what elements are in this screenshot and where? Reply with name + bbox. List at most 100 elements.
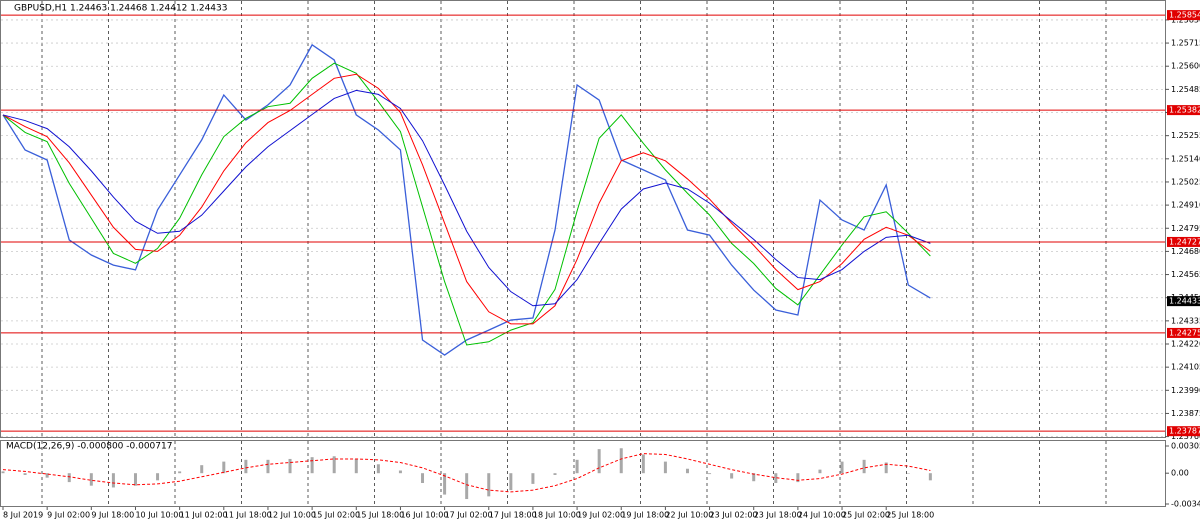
x-tick-label: 23 Jul 02:00	[710, 511, 758, 520]
x-tick-label: 25 Jul 02:00	[842, 511, 890, 520]
macd-bar	[222, 461, 226, 474]
macd-bar	[421, 473, 425, 483]
macd-bar	[376, 464, 380, 474]
level-label: 1.23787	[1169, 427, 1200, 436]
macd-bar	[906, 473, 910, 474]
x-tick-label: 19 Jul 02:00	[577, 511, 625, 520]
y-tick-label: 1.24680	[1171, 247, 1200, 256]
level-label-box	[1167, 236, 1200, 247]
x-tick-label: 25 Jul 18:00	[886, 511, 934, 520]
x-tick-label: 8 Jul 2019	[3, 511, 43, 520]
y-tick-label: 1.24105	[1171, 363, 1200, 372]
macd-bar	[89, 473, 93, 486]
moving-average	[2, 62, 931, 346]
y-tick-label: 1.25485	[1171, 85, 1200, 94]
macd-bar	[465, 473, 469, 500]
level-label-box	[1167, 10, 1200, 21]
macd-bar	[862, 459, 866, 474]
macd-bar	[928, 473, 932, 481]
x-tick-label: 17 Jul 18:00	[489, 511, 537, 520]
macd-bar	[575, 459, 579, 474]
y-tick-label: 0.00	[1171, 469, 1189, 478]
level-label-box	[1167, 105, 1200, 116]
y-tick-label: 1.24910	[1171, 201, 1200, 210]
y-tick-label: 1.24565	[1171, 270, 1200, 279]
macd-bar	[840, 461, 844, 474]
x-tick-label: 12 Jul 10:00	[268, 511, 316, 520]
macd-bar	[200, 465, 204, 474]
price-line	[2, 43, 931, 356]
y-tick-label: 1.25715	[1171, 39, 1200, 48]
macd-bar	[509, 473, 513, 491]
macd-bar	[288, 458, 292, 474]
macd-bar	[597, 449, 601, 474]
macd-bar	[641, 454, 645, 474]
y-tick-label: 1.25025	[1171, 177, 1200, 186]
macd-bar	[774, 473, 778, 483]
x-tick-label: 10 Jul 10:00	[135, 511, 183, 520]
symbol-header: GBPUSD,H1 1.24463 1.24468 1.24412 1.2443…	[14, 4, 227, 14]
y-tick-label: 1.23760	[1171, 432, 1200, 441]
level-label: 1.25382	[1169, 106, 1200, 115]
price-frame	[0, 0, 1166, 438]
macd-bar	[398, 470, 402, 474]
macd-bar	[752, 473, 756, 482]
moving-average	[2, 89, 931, 307]
macd-bar	[818, 469, 822, 474]
macd-bar	[663, 461, 667, 474]
y-tick-label: 1.25255	[1171, 131, 1200, 140]
x-tick-label: 23 Jul 18:00	[754, 511, 802, 520]
y-tick-label: 1.24220	[1171, 340, 1200, 349]
macd-bar	[266, 459, 270, 474]
x-tick-label: 11 Jul 18:00	[224, 511, 272, 520]
x-tick-label: 16 Jul 10:00	[400, 511, 448, 520]
y-tick-label: 1.23875	[1171, 409, 1200, 418]
macd-signal	[2, 453, 931, 493]
macd-bar	[244, 459, 248, 474]
level-label-box	[1167, 426, 1200, 437]
macd-bar	[111, 473, 115, 488]
macd-bar	[310, 457, 314, 474]
macd-bar	[443, 473, 447, 495]
macd-bar	[884, 462, 888, 474]
y-tick-label: 1.24795	[1171, 224, 1200, 233]
x-tick-label: 15 Jul 02:00	[312, 511, 360, 520]
x-tick-label: 17 Jul 02:00	[445, 511, 493, 520]
macd-bar	[178, 471, 182, 474]
macd-bar	[156, 473, 160, 481]
x-tick-label: 24 Jul 10:00	[798, 511, 846, 520]
last-price-label: 1.24433	[1169, 297, 1200, 306]
y-tick-label: 1.25140	[1171, 154, 1200, 163]
macd-bar	[1, 471, 5, 474]
y-tick-label: -0.003457	[1171, 500, 1200, 509]
x-tick-label: 9 Jul 02:00	[47, 511, 90, 520]
macd-bar	[619, 448, 623, 474]
x-tick-label: 15 Jul 18:00	[356, 511, 404, 520]
macd-bar	[332, 456, 336, 474]
macd-bar	[45, 473, 49, 478]
vertical-grid	[41, 1, 1107, 506]
macd-header: MACD(12,26,9) -0.000800 -0.000717	[6, 442, 172, 452]
macd-bar	[553, 473, 557, 475]
y-tick-label: 1.24335	[1171, 316, 1200, 325]
y-tick-label: 1.25600	[1171, 62, 1200, 71]
level-label: 1.24275	[1169, 328, 1200, 337]
macd-bar	[685, 468, 689, 474]
x-tick-label: 18 Jul 10:00	[533, 511, 581, 520]
macd-bar	[531, 473, 535, 484]
macd-bar	[23, 473, 27, 475]
macd-bar	[796, 473, 800, 483]
level-label: 1.24727	[1169, 237, 1200, 246]
y-tick-label: 0.003052	[1171, 442, 1200, 451]
x-tick-label: 19 Jul 18:00	[621, 511, 669, 520]
macd-bar	[487, 473, 491, 497]
macd-bar	[730, 473, 734, 479]
macd-bar	[133, 473, 137, 486]
x-tick-label: 9 Jul 18:00	[91, 511, 134, 520]
x-tick-label: 11 Jul 02:00	[180, 511, 228, 520]
moving-average	[2, 73, 931, 325]
macd-bar	[354, 458, 358, 474]
level-label: 1.25854	[1169, 11, 1200, 20]
